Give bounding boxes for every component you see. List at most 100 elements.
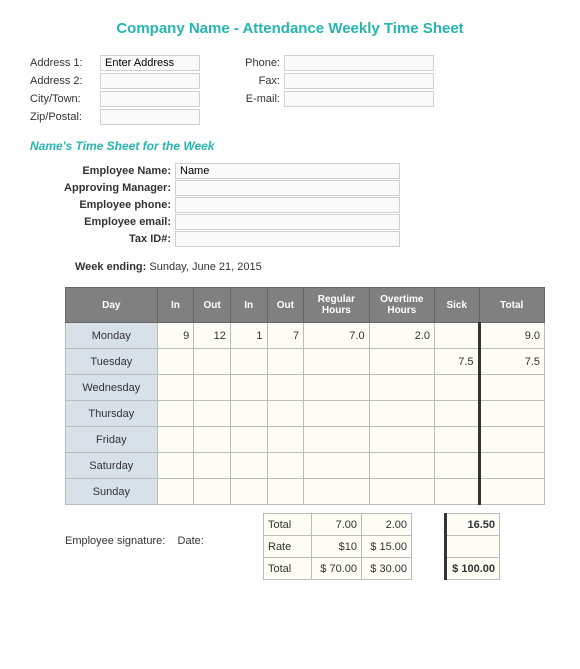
overtime-cell[interactable] (369, 349, 434, 375)
sick-cell[interactable] (435, 453, 479, 479)
phone-input[interactable] (284, 55, 434, 71)
out2-cell[interactable]: 7 (267, 323, 304, 349)
table-row: Monday 9 12 1 7 7.0 2.0 9.0 (66, 323, 545, 349)
overtime-cell[interactable] (369, 453, 434, 479)
sum-total-reg: 7.00 (312, 514, 362, 536)
regular-cell[interactable] (304, 453, 369, 479)
out1-cell[interactable] (194, 375, 231, 401)
total-cell: 9.0 (479, 323, 545, 349)
out2-cell[interactable] (267, 401, 304, 427)
th-in1: In (157, 288, 194, 323)
total-cell (479, 427, 545, 453)
out2-cell[interactable] (267, 427, 304, 453)
th-out2: Out (267, 288, 304, 323)
in1-cell[interactable] (157, 427, 194, 453)
sick-cell[interactable] (435, 323, 479, 349)
out1-cell[interactable] (194, 479, 231, 505)
table-row: Wednesday (66, 375, 545, 401)
in2-cell[interactable] (230, 453, 267, 479)
regular-cell[interactable] (304, 349, 369, 375)
in2-cell[interactable] (230, 479, 267, 505)
out1-cell[interactable] (194, 401, 231, 427)
regular-cell[interactable] (304, 479, 369, 505)
week-ending-label: Week ending: (75, 261, 146, 273)
in2-cell[interactable] (230, 375, 267, 401)
out2-cell[interactable] (267, 453, 304, 479)
date-label: Date: (178, 535, 204, 547)
day-cell: Saturday (66, 453, 158, 479)
total-cell (479, 453, 545, 479)
in1-cell[interactable]: 9 (157, 323, 194, 349)
in2-cell[interactable] (230, 401, 267, 427)
overtime-cell[interactable] (369, 375, 434, 401)
sum-total-ot: 2.00 (362, 514, 412, 536)
emp-tax-input[interactable] (175, 231, 400, 247)
sum-total-total: 16.50 (446, 514, 500, 536)
email-input[interactable] (284, 91, 434, 107)
in1-cell[interactable] (157, 453, 194, 479)
out2-cell[interactable] (267, 479, 304, 505)
out1-cell[interactable] (194, 349, 231, 375)
emp-name-label: Employee Name: (30, 165, 175, 177)
sum-rate-total (446, 536, 500, 558)
employee-section: Employee Name: Approving Manager: Employ… (30, 163, 550, 247)
sick-cell[interactable] (435, 401, 479, 427)
day-cell: Wednesday (66, 375, 158, 401)
page-title: Company Name - Attendance Weekly Time Sh… (30, 20, 550, 37)
sum-grand-label: Total (264, 558, 312, 580)
in2-cell[interactable] (230, 349, 267, 375)
in1-cell[interactable] (157, 479, 194, 505)
phone-label: Phone: (230, 57, 280, 69)
overtime-cell[interactable] (369, 401, 434, 427)
sum-gap (412, 514, 446, 536)
total-cell: 7.5 (479, 349, 545, 375)
out2-cell[interactable] (267, 375, 304, 401)
overtime-cell[interactable]: 2.0 (369, 323, 434, 349)
th-total: Total (479, 288, 545, 323)
overtime-cell[interactable] (369, 479, 434, 505)
in1-cell[interactable] (157, 349, 194, 375)
email-label: E-mail: (230, 93, 280, 105)
sum-grand-ot: $ 30.00 (362, 558, 412, 580)
sick-cell[interactable] (435, 427, 479, 453)
th-sick: Sick (435, 288, 479, 323)
address2-input[interactable] (100, 73, 200, 89)
out1-cell[interactable]: 12 (194, 323, 231, 349)
in2-cell[interactable] (230, 427, 267, 453)
sick-cell[interactable] (435, 479, 479, 505)
table-row: Saturday (66, 453, 545, 479)
out1-cell[interactable] (194, 453, 231, 479)
table-row: Tuesday 7.5 7.5 (66, 349, 545, 375)
emp-phone-input[interactable] (175, 197, 400, 213)
total-cell (479, 401, 545, 427)
sum-rate-ot: $ 15.00 (362, 536, 412, 558)
fax-input[interactable] (284, 73, 434, 89)
in1-cell[interactable] (157, 375, 194, 401)
out1-cell[interactable] (194, 427, 231, 453)
overtime-cell[interactable] (369, 427, 434, 453)
out2-cell[interactable] (267, 349, 304, 375)
sick-cell[interactable] (435, 375, 479, 401)
emp-manager-input[interactable] (175, 180, 400, 196)
zip-input[interactable] (100, 109, 200, 125)
regular-cell[interactable] (304, 427, 369, 453)
signature-label: Employee signature: (65, 535, 165, 547)
address2-label: Address 2: (30, 75, 100, 87)
day-cell: Tuesday (66, 349, 158, 375)
subtitle: Name's Time Sheet for the Week (30, 139, 550, 153)
sick-cell[interactable]: 7.5 (435, 349, 479, 375)
fax-label: Fax: (230, 75, 280, 87)
address1-input[interactable] (100, 55, 200, 71)
regular-cell[interactable] (304, 401, 369, 427)
regular-cell[interactable]: 7.0 (304, 323, 369, 349)
regular-cell[interactable] (304, 375, 369, 401)
emp-name-input[interactable] (175, 163, 400, 179)
in1-cell[interactable] (157, 401, 194, 427)
total-cell (479, 479, 545, 505)
in2-cell[interactable]: 1 (230, 323, 267, 349)
city-input[interactable] (100, 91, 200, 107)
th-out1: Out (194, 288, 231, 323)
th-overtime: Overtime Hours (369, 288, 434, 323)
contact-section: Address 1: Phone: Address 2: Fax: City/T… (30, 55, 550, 125)
emp-email-input[interactable] (175, 214, 400, 230)
